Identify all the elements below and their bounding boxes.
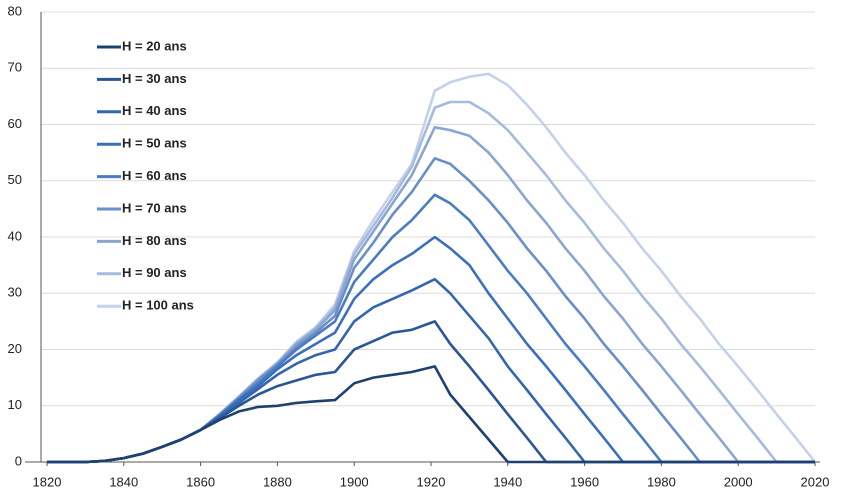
legend-label: H = 50 ans — [122, 136, 187, 151]
x-tick-label: 1980 — [647, 474, 676, 489]
x-tick-label: 1860 — [186, 474, 215, 489]
x-tick-label: 1940 — [493, 474, 522, 489]
legend-label: H = 30 ans — [122, 71, 187, 86]
y-tick-label: 60 — [8, 116, 22, 131]
series-line — [47, 365, 815, 464]
series-line — [47, 320, 815, 464]
legend-label: H = 70 ans — [122, 200, 187, 215]
y-tick-label: 50 — [8, 172, 22, 187]
y-tick-label: 0 — [15, 453, 22, 468]
x-tick-label: 2000 — [724, 474, 753, 489]
x-tick-label: 1920 — [417, 474, 446, 489]
x-tick-label: 1840 — [109, 474, 138, 489]
legend-label: H = 80 ans — [122, 233, 187, 248]
x-tick-label: 1820 — [33, 474, 62, 489]
x-tick-label: 1900 — [340, 474, 369, 489]
legend-label: H = 20 ans — [122, 38, 187, 53]
y-tick-label: 80 — [8, 3, 22, 18]
y-tick-label: 70 — [8, 60, 22, 75]
y-tick-label: 40 — [8, 228, 22, 243]
x-tick-label: 1880 — [263, 474, 292, 489]
legend-label: H = 60 ans — [122, 168, 187, 183]
x-tick-label: 2020 — [801, 474, 830, 489]
y-tick-label: 20 — [8, 341, 22, 356]
legend-label: H = 100 ans — [122, 298, 194, 313]
x-tick-label: 1960 — [570, 474, 599, 489]
legend-label: H = 90 ans — [122, 265, 187, 280]
legend-label: H = 40 ans — [122, 103, 187, 118]
y-tick-label: 30 — [8, 285, 22, 300]
y-tick-label: 10 — [8, 397, 22, 412]
